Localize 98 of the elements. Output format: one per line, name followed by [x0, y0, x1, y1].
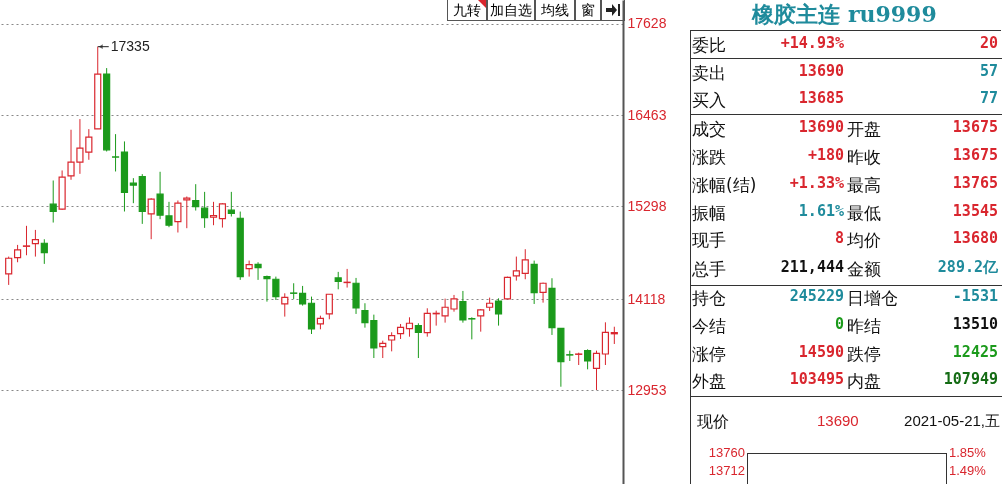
- text: 总手: [692, 258, 726, 281]
- text: 卖出: [692, 62, 726, 85]
- candlestick: [512, 256, 520, 282]
- text: 金额: [847, 258, 881, 281]
- text: 289.2亿: [937, 258, 998, 277]
- candlestick: [298, 285, 307, 307]
- text: 103495: [789, 370, 844, 388]
- text: 13690: [798, 118, 844, 136]
- y-tick-label: 17628: [627, 15, 667, 32]
- candlestick: [414, 322, 422, 359]
- text: +180: [807, 146, 844, 164]
- y-tick-label: 14118: [627, 290, 666, 307]
- text: 211,444: [780, 258, 844, 276]
- text: 13545: [952, 202, 998, 220]
- text: 持仓: [692, 287, 726, 310]
- text: 245229: [789, 287, 844, 305]
- candlestick: [147, 197, 155, 240]
- y-tick-label: 15298: [627, 197, 667, 214]
- text: 13690: [817, 412, 859, 429]
- toolbar-button[interactable]: 九转: [447, 0, 487, 21]
- text: 开盘: [847, 118, 881, 141]
- text: 13680: [952, 229, 998, 247]
- candlestick: [388, 331, 396, 352]
- text: 20: [979, 34, 998, 52]
- text: 1.85%: [949, 445, 986, 460]
- candlestick: [174, 200, 182, 234]
- text: 日增仓: [847, 287, 898, 310]
- candlestick: [5, 256, 13, 286]
- text: 今结: [692, 315, 726, 338]
- text: 8: [834, 229, 844, 247]
- text: 振幅: [692, 202, 726, 225]
- text: 13690: [798, 62, 844, 80]
- text: 现手: [692, 229, 726, 252]
- text: 13765: [952, 174, 998, 192]
- candlestick: [601, 321, 610, 366]
- candlestick: [227, 191, 235, 218]
- toolbar-button[interactable]: 均线: [535, 0, 575, 21]
- candlestick: [263, 275, 271, 303]
- text: 14590: [798, 343, 844, 361]
- text: 跌停: [847, 343, 881, 366]
- candlestick: [209, 201, 218, 226]
- text: 0: [834, 315, 844, 333]
- text: 昨收: [847, 146, 881, 169]
- candlestick: [584, 348, 592, 370]
- text: 涨停: [692, 343, 726, 366]
- toolbar-button[interactable]: 窗: [575, 0, 601, 21]
- text: 77: [979, 89, 998, 107]
- text: 107949: [943, 370, 998, 388]
- text: 13712: [708, 463, 745, 478]
- text: 12425: [952, 343, 998, 361]
- candlestick: [201, 191, 209, 229]
- text: 13510: [952, 315, 998, 333]
- text: 2021-05-21,五: [904, 412, 1000, 431]
- text: 最低: [847, 202, 881, 225]
- text: +1.33%: [789, 174, 844, 192]
- candlestick: [272, 276, 280, 301]
- candlestick: [218, 202, 227, 229]
- text: 买入: [692, 89, 726, 112]
- text: 13675: [952, 118, 998, 136]
- candlestick: [22, 225, 31, 256]
- candlestick: [592, 350, 601, 391]
- candlestick: [423, 307, 431, 338]
- text: 13760: [708, 445, 745, 460]
- candlestick: [254, 261, 262, 281]
- text: 外盘: [692, 370, 726, 393]
- y-tick-label: 12953: [627, 381, 667, 398]
- candlestick: [111, 133, 120, 172]
- toolbar-button[interactable]: 加自选: [487, 0, 535, 21]
- text: 1.49%: [949, 463, 986, 478]
- text: 委比: [692, 34, 726, 57]
- candlestick: [192, 183, 200, 212]
- text: 最高: [847, 174, 881, 197]
- text: 橡胶主连 ru9999: [750, 0, 938, 28]
- candlestick: [49, 180, 57, 224]
- text: 均价: [847, 229, 881, 252]
- text: 57: [979, 62, 998, 80]
- y-tick-label: 16463: [627, 106, 667, 123]
- candlestick: [129, 177, 137, 204]
- candlestick: [281, 292, 289, 318]
- text: +14.93%: [780, 34, 844, 52]
- text: 内盘: [847, 370, 881, 393]
- candlestick: [521, 248, 529, 280]
- text: 13675: [952, 146, 998, 164]
- text: 成交: [692, 118, 726, 141]
- candlestick: [405, 316, 414, 338]
- text: -1531: [952, 287, 998, 305]
- text: 昨结: [847, 315, 881, 338]
- text: 1.61%: [798, 202, 844, 220]
- candlestick: [40, 238, 48, 265]
- candlestick: [325, 293, 333, 320]
- candlestick: [183, 196, 191, 229]
- text: 涨跌: [692, 146, 726, 169]
- text: 涨幅(结): [692, 174, 757, 197]
- text: 13685: [798, 89, 844, 107]
- annotation: 17335: [110, 37, 150, 54]
- candlestick: [494, 297, 503, 327]
- candlestick: [31, 229, 39, 258]
- text: 现价: [697, 412, 729, 433]
